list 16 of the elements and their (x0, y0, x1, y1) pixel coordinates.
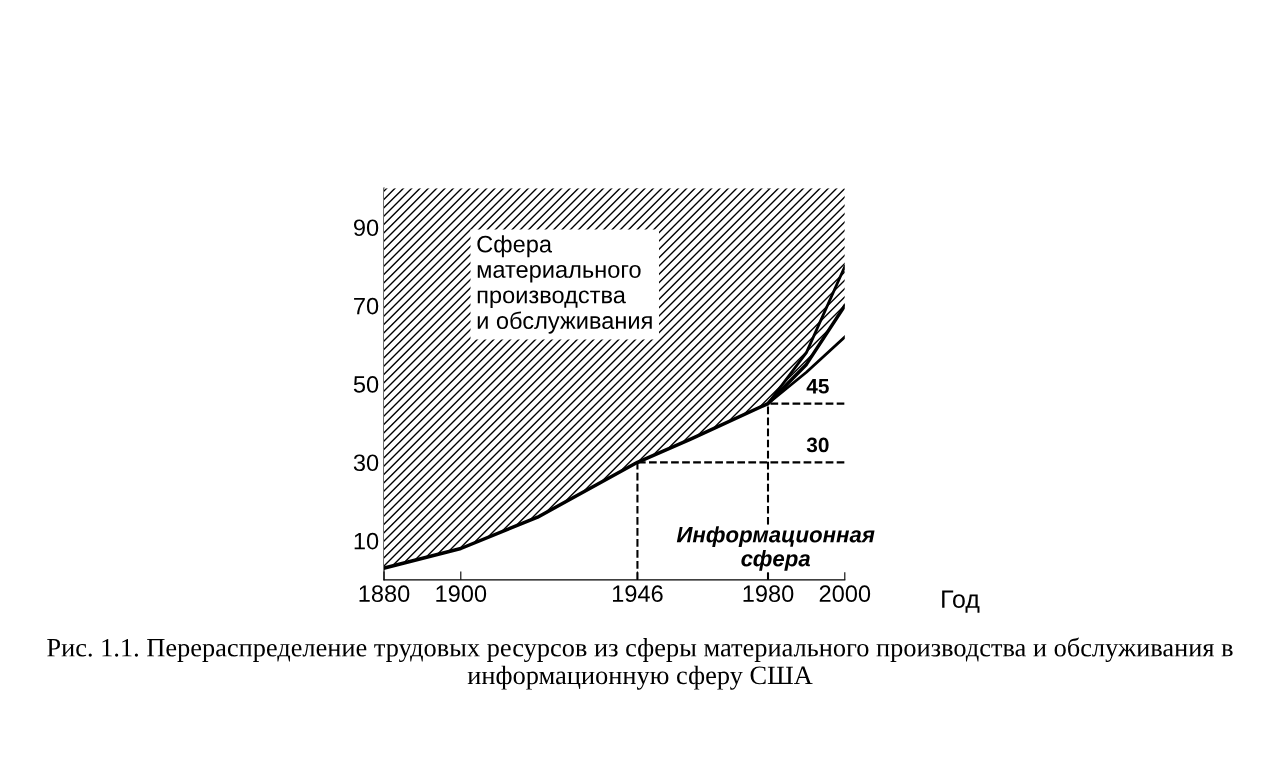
x-tick-label: 1980 (743, 585, 794, 603)
x-tick-label: 2000 (819, 585, 871, 603)
y-tick-label: 30 (353, 454, 379, 472)
x-tick-label: 1880 (359, 585, 410, 603)
series-label: Информационная сфера (676, 526, 875, 571)
ref-line-label: 45 (806, 379, 829, 394)
series-label: Сфера материального производства и обслуживания (477, 235, 652, 334)
y-tick-label: 50 (353, 376, 379, 393)
text: Рис. 1.1. Перераспределение трудовых ресурсов из сферы материального производства и обслуживания в информационную сферу США (47, 637, 1233, 690)
y-tick-label: 10 (354, 532, 379, 550)
x-tick-label: 1946 (612, 585, 663, 603)
x-tick-label: 1900 (436, 585, 487, 603)
ref-line-label: 30 (806, 437, 829, 453)
y-tick-label: 70 (354, 297, 379, 315)
x-axis-title: Год (942, 590, 980, 613)
y-tick-label: 90 (353, 219, 379, 237)
